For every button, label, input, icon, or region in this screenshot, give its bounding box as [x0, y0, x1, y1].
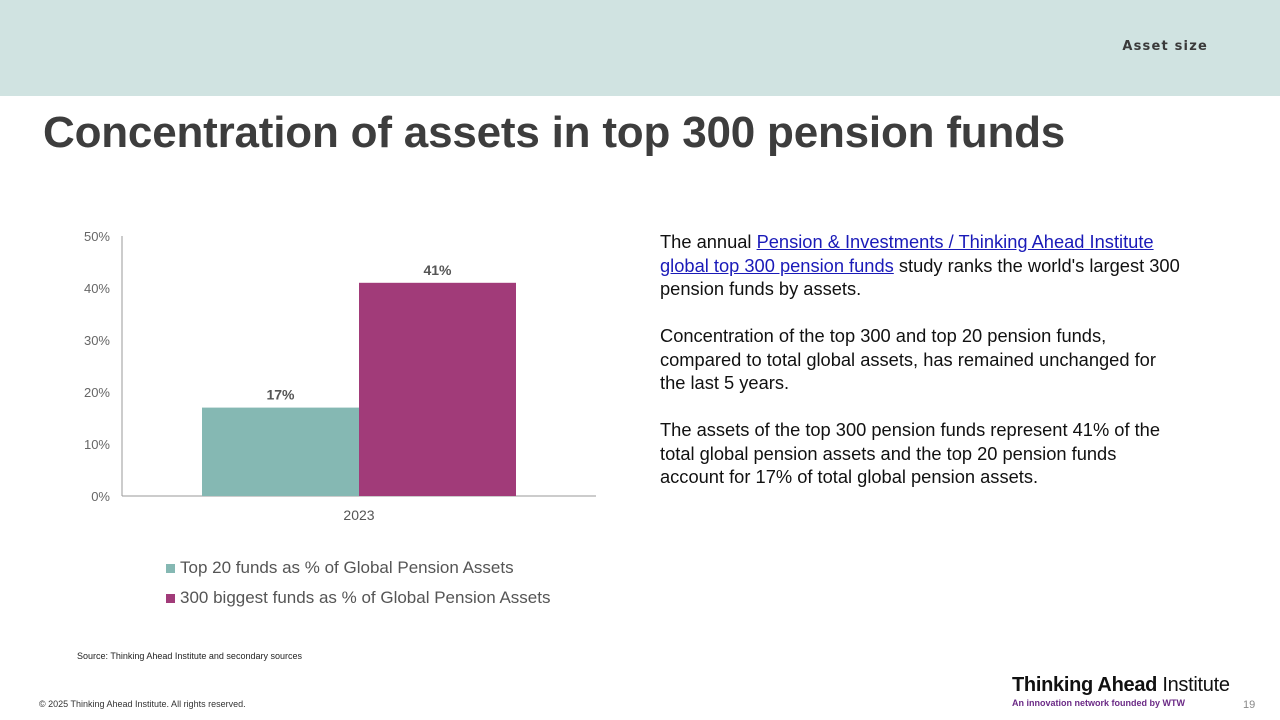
paragraph-study: The annual Pension & Investments / Think… [660, 230, 1180, 301]
brand-name-bold: Thinking Ahead [1012, 674, 1158, 696]
page-number: 19 [1243, 699, 1256, 711]
source-note: Source: Thinking Ahead Institute and sec… [77, 651, 302, 661]
brand-name: Thinking Ahead Institute [1012, 674, 1230, 697]
header-band [0, 0, 1280, 96]
bar-top300 [359, 282, 516, 496]
brand-tagline: An innovation network founded by WTW [1012, 698, 1185, 708]
legend-item-top300: 300 biggest funds as % of Global Pension… [166, 583, 550, 613]
copyright: © 2025 Thinking Ahead Institute. All rig… [39, 699, 246, 709]
brand-logo: Thinking Ahead Institute An innovation n… [1012, 674, 1230, 708]
paragraph-share: The assets of the top 300 pension funds … [660, 419, 1161, 487]
paragraph-study-suffix: study ranks the world's largest 300 pens… [660, 254, 1180, 300]
legend-label-top20: Top 20 funds as % of Global Pension Asse… [180, 558, 514, 577]
legend-swatch-top300 [166, 593, 175, 603]
legend-item-top20: Top 20 funds as % of Global Pension Asse… [166, 553, 550, 583]
bar-top20 [202, 407, 359, 496]
chart-legend: Top 20 funds as % of Global Pension Asse… [166, 553, 550, 613]
slide-title: Concentration of assets in top 300 pensi… [43, 108, 1066, 157]
y-tick-label: 10% [84, 437, 110, 452]
legend-swatch-top20 [166, 563, 175, 573]
y-tick-label: 50% [84, 229, 110, 244]
study-link[interactable]: Pension & Investments / Thinking Ahead I… [660, 231, 1154, 276]
y-tick-label: 30% [84, 333, 110, 348]
data-label: 17% [266, 387, 295, 403]
section-label: Asset size [1122, 39, 1208, 54]
body-text: The annual Pension & Investments / Think… [660, 230, 1180, 512]
brand-name-regular: Institute [1157, 674, 1230, 696]
paragraph-concentration: Concentration of the top 300 and top 20 … [660, 325, 1156, 393]
bar-chart: 0% 10% 20% 30% 40% 50% 17% 41% 2023 [60, 220, 620, 530]
paragraph-study-prefix: The annual [660, 231, 757, 252]
x-tick-label: 2023 [343, 507, 374, 523]
chart-svg: 0% 10% 20% 30% 40% 50% 17% 41% 2023 [84, 229, 596, 523]
y-tick-label: 20% [84, 385, 110, 400]
legend-label-top300: 300 biggest funds as % of Global Pension… [180, 588, 551, 607]
y-tick-label: 0% [91, 489, 110, 504]
data-label: 41% [423, 262, 452, 278]
y-tick-label: 40% [84, 281, 110, 296]
